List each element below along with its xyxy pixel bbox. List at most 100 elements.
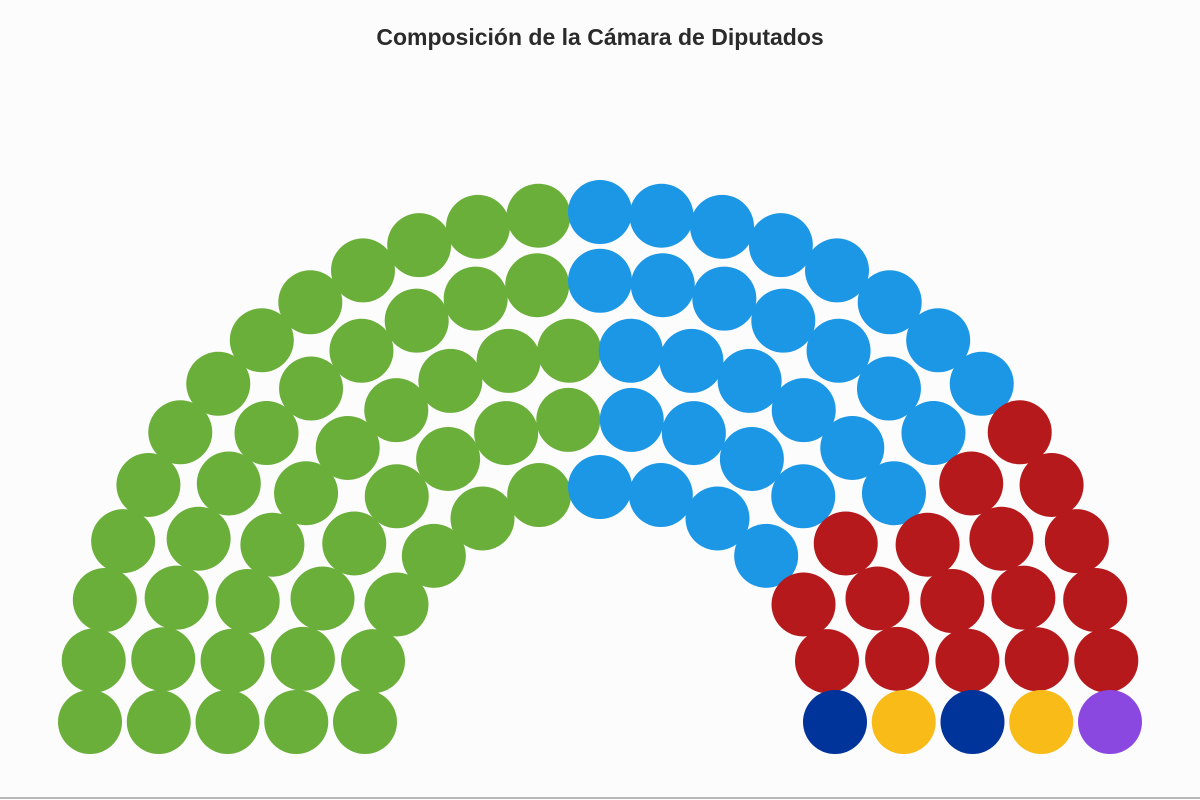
seat [91,509,156,574]
seat [871,690,936,754]
seat [278,270,343,335]
seat [820,415,885,480]
seat [568,180,632,244]
seat [991,565,1056,630]
seat [771,572,836,637]
seat [341,629,406,694]
seat [401,523,466,588]
seat [806,318,871,383]
seat [364,464,429,529]
seat [1019,452,1084,517]
seat [1009,690,1074,754]
seat [1063,567,1128,632]
seat [322,511,387,576]
seat [274,461,339,526]
seat [148,400,213,465]
seat [131,627,196,692]
seat [719,426,784,491]
seat [58,690,122,754]
seat [333,690,397,754]
seat [1078,690,1142,754]
seat [803,690,867,754]
seat [1074,628,1139,693]
seat [240,512,305,577]
seat [195,690,260,754]
seat [270,626,335,691]
seat [507,463,572,528]
seat [895,512,960,577]
seat [940,690,1005,754]
seat [200,628,265,693]
seat [751,288,816,353]
seat [717,348,782,413]
seat [443,266,508,331]
seat [215,569,280,634]
seat [1044,509,1109,574]
seat [166,506,231,571]
seat [72,567,137,632]
seat [734,523,799,588]
seat [364,378,429,443]
seat [659,328,724,393]
seat [865,626,930,691]
seat [364,572,429,637]
seat [901,401,966,466]
seat [279,356,344,421]
seat [505,253,570,318]
seat [856,356,921,421]
seat [949,351,1014,416]
seat [906,308,971,373]
seat [537,318,602,383]
seat [598,318,663,383]
chart-title: Composición de la Cámara de Diputados [376,24,823,50]
seat [857,270,922,335]
seat [445,194,510,259]
seat [476,328,541,393]
seat [599,387,664,452]
seat [196,451,261,516]
seat [692,266,757,331]
seat [628,463,693,528]
seat [568,248,632,313]
seat [330,238,395,303]
seat [416,426,481,491]
seat [61,628,126,693]
seat [450,486,515,551]
seat [234,401,299,466]
seat [771,378,836,443]
seat [126,690,191,754]
seat [116,452,181,517]
seat [861,461,926,526]
seat [144,565,209,630]
seat [939,451,1004,516]
seat [418,348,483,413]
seat [1004,627,1069,692]
seat [748,213,813,278]
seat [384,288,449,353]
seat [387,213,452,278]
seat [935,628,1000,693]
seat [474,401,539,466]
seat [771,464,836,529]
seat [315,415,380,480]
seat [920,569,985,634]
seat [186,351,251,416]
seat [630,253,695,318]
seat [536,387,601,452]
seat [794,629,859,694]
seat [661,401,726,466]
seat [506,183,571,248]
seat [329,318,394,383]
seat [685,486,750,551]
seat [987,400,1052,465]
seat [264,690,329,754]
seat [690,194,755,259]
seat [568,455,632,519]
seat [229,308,294,373]
seat [805,238,870,303]
seat [845,566,910,631]
seat [813,511,878,576]
seat [969,506,1034,571]
seat [629,183,694,248]
